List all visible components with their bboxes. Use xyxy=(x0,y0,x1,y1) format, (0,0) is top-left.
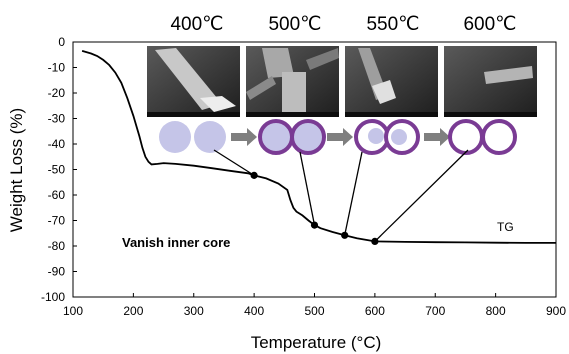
highlight-point xyxy=(250,171,258,179)
temperature-labels: 400℃ 500℃ 550℃ 600℃ xyxy=(170,14,516,35)
y-axis-ticks: 0 -10 -20 -30 -40 -50 -60 -70 -80 -90 -100 xyxy=(41,35,77,304)
arrow-3 xyxy=(424,128,450,146)
y-axis-title: Weight Loss (%) xyxy=(7,108,26,232)
leader-line xyxy=(344,151,363,236)
arrow-1 xyxy=(231,128,257,146)
y-tick-label: -90 xyxy=(48,265,66,279)
x-tick-label: 200 xyxy=(123,304,143,318)
leader-line xyxy=(374,149,469,242)
y-tick-label: 0 xyxy=(58,35,65,49)
vanish-core-note: Vanish inner core xyxy=(122,235,230,250)
arrow-2 xyxy=(327,128,353,146)
x-tick-label: 900 xyxy=(546,304,566,318)
leader-lines xyxy=(213,149,469,242)
sem-image-500 xyxy=(246,46,339,117)
hollow-fibers-600 xyxy=(448,119,517,155)
core-shell-500 xyxy=(258,119,326,155)
leader-line xyxy=(213,149,255,176)
x-tick-label: 800 xyxy=(486,304,506,318)
y-tick-label: -60 xyxy=(48,188,66,202)
x-tick-label: 100 xyxy=(63,304,83,318)
x-tick-label: 300 xyxy=(184,304,204,318)
highlight-points xyxy=(250,171,379,246)
x-tick-label: 500 xyxy=(304,304,324,318)
sem-image-550 xyxy=(345,46,438,117)
temp-label-550: 550℃ xyxy=(366,14,419,35)
highlight-point xyxy=(371,237,379,246)
y-tick-label: -50 xyxy=(48,163,66,177)
highlight-point xyxy=(341,231,349,239)
x-tick-label: 700 xyxy=(425,304,445,318)
temp-label-500: 500℃ xyxy=(268,14,321,35)
y-tick-label: -30 xyxy=(48,112,66,126)
core-shell-schematic xyxy=(159,119,517,155)
x-axis-ticks: 100 200 300 400 500 600 700 800 900 xyxy=(63,293,566,318)
x-axis-title: Temperature (°C) xyxy=(251,333,382,352)
temp-label-600: 600℃ xyxy=(463,14,516,35)
y-tick-label: -100 xyxy=(41,290,65,304)
y-tick-label: -70 xyxy=(48,214,66,228)
sem-image-400 xyxy=(147,46,240,117)
sem-micrographs xyxy=(147,46,537,117)
highlight-point xyxy=(310,221,319,229)
leader-line xyxy=(299,151,316,226)
x-tick-label: 400 xyxy=(244,304,264,318)
sem-image-600 xyxy=(444,46,537,117)
solid-fibers-400 xyxy=(159,121,226,153)
shrinking-core-550 xyxy=(354,119,420,155)
y-tick-label: -10 xyxy=(48,61,66,75)
tg-series-label: TG xyxy=(497,220,514,234)
x-tick-label: 600 xyxy=(365,304,385,318)
y-tick-label: -40 xyxy=(48,137,66,151)
temp-label-400: 400℃ xyxy=(170,14,223,35)
y-tick-label: -20 xyxy=(48,86,66,100)
y-tick-label: -80 xyxy=(48,239,66,253)
